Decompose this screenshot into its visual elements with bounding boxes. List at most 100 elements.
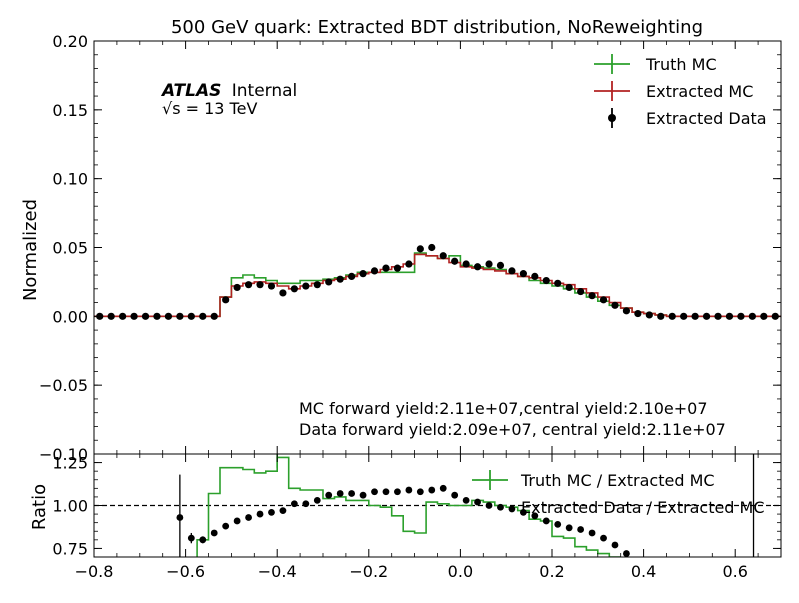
data-point [107,312,115,320]
ratio-data-point [416,488,424,496]
data-point [451,257,459,265]
data-point [359,270,367,278]
legend-entry-data-over-extracted: Extracted Data / Extracted MC [521,498,765,517]
ratio-data-point [405,486,413,494]
ratio-data-point [256,510,264,518]
ratio-data-point [474,498,481,506]
energy-label: √s = 13 TeV [162,99,257,118]
data-point [119,312,127,320]
data-point [691,312,699,320]
ratio-data-point [210,529,218,537]
chart-title: 500 GeV quark: Extracted BDT distributio… [171,17,703,38]
data-point [554,279,562,287]
data-point [290,285,298,293]
main-plot-area [94,243,781,320]
ratio-data-point [554,520,562,528]
data-point [439,252,447,260]
data-point [748,312,756,320]
data-point [199,312,207,320]
data-point [302,282,310,290]
ratio-data-point [462,496,470,504]
ratio-y-tick-label: 1.00 [52,497,88,516]
data-point [233,283,241,292]
legend-entry-extracted-mc: Extracted MC [594,81,753,101]
data-point [622,307,631,315]
data-point [428,243,436,252]
data-point [382,264,390,272]
ratio-x-tick-label: −0.6 [166,562,205,581]
ratio-legend: Truth MC / Extracted MC Extracted Data /… [472,470,765,517]
data-point [531,272,539,281]
data-point [153,312,161,320]
legend-entry-truth-mc: Truth MC [594,54,717,74]
main-y-tick-label: −0.05 [39,376,88,395]
ratio-data-point [451,491,459,499]
ratio-data-point [600,534,607,542]
data-point [462,260,470,268]
ratio-data-point [302,500,310,508]
ratio-y-axis-label: Ratio [29,484,50,530]
ratio-data-point [336,490,344,497]
data-point [348,272,356,281]
data-point [176,312,184,320]
ratio-data-point [290,500,298,508]
data-point [565,283,573,292]
legend-label-extracted-data: Extracted Data [646,109,767,128]
data-point [405,260,413,268]
data-point [222,296,230,304]
series-line-truth-mc [94,252,781,318]
ratio-data-point [279,507,287,515]
main-y-tick-label: −0.10 [39,445,88,464]
ratio-data-point [508,505,516,513]
data-point [634,309,642,318]
ratio-data-point [313,496,321,504]
atlas-internal-text: Internal [232,81,298,101]
ratio-y-tick-label: 1.25 [52,454,88,473]
data-yield-annotation: Data forward yield:2.09e+07, central yie… [299,420,726,439]
data-point [657,312,665,320]
ratio-data-point [485,502,493,509]
data-point [680,312,688,320]
ratio-data-point [531,512,539,520]
data-point [336,275,344,283]
ratio-x-tick-label: 0.0 [448,562,473,581]
series-line-extracted-mc [94,253,781,318]
ratio-data-point [542,517,550,525]
ratio-x-tick-label: −0.2 [349,562,388,581]
atlas-bold-text: ATLAS [160,81,221,101]
data-point [393,264,402,272]
ratio-data-point [348,490,356,497]
ratio-data-point [565,524,573,532]
data-point [141,312,150,320]
data-point [599,296,608,304]
data-point [244,281,253,289]
ratio-x-tick-label: −0.8 [75,562,114,581]
ratio-plot-area [94,454,781,557]
data-point [416,245,424,253]
ratio-panel: Ratio Truth MC / Extracted MC Extracted … [29,453,782,558]
ratio-data-point [233,517,241,525]
data-point [725,312,734,320]
data-point [577,287,585,296]
data-point [519,270,527,278]
ratio-data-point [497,503,504,511]
main-y-tick-label: 0.20 [52,32,88,51]
ratio-y-tick-label: 0.75 [52,539,88,558]
main-legend: Truth MC Extracted MC Extracted Data [594,54,767,128]
ratio-x-tick-label: 0.2 [539,562,564,581]
data-point [485,260,493,268]
legend-entry-extracted-data: Extracted Data [608,108,767,128]
data-point [130,312,138,320]
ratio-data-point [325,491,333,499]
data-point [370,267,379,275]
data-point [760,312,768,320]
ratio-data-point [187,534,195,542]
ratio-data-point [359,491,367,499]
data-point [588,292,596,300]
ratio-data-point [176,514,184,521]
mc-yield-annotation: MC forward yield:2.11e+07,central yield:… [299,399,708,418]
data-point [164,312,173,320]
ratio-data-point [199,536,207,544]
data-point [210,312,218,320]
